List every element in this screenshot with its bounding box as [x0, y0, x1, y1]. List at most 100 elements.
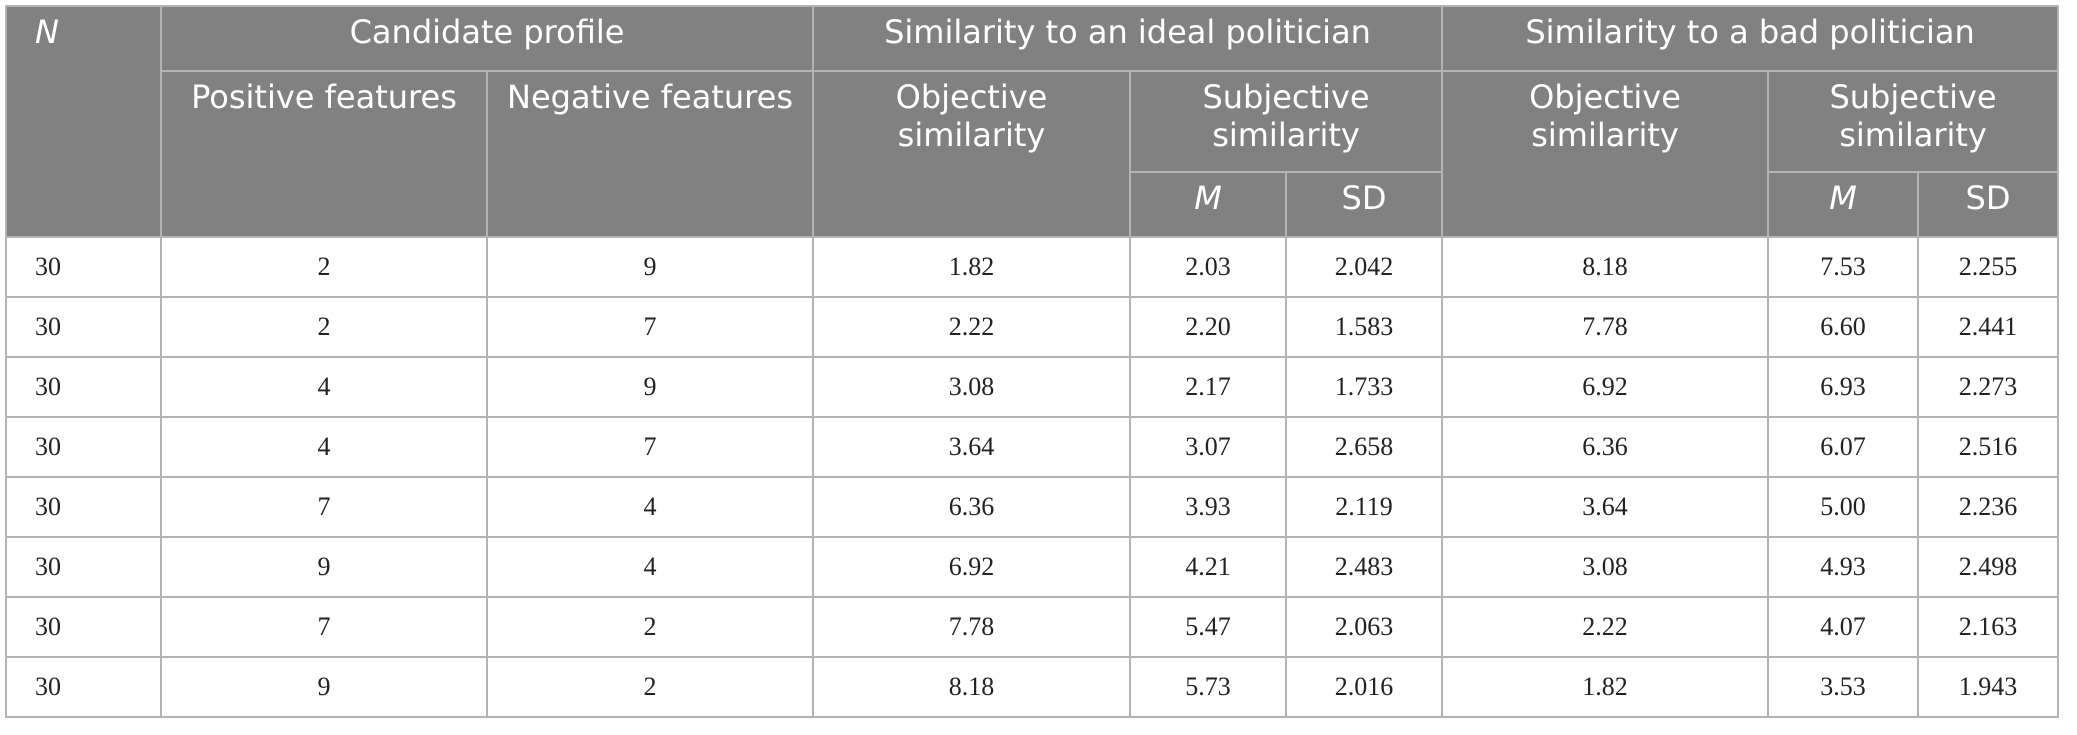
cell-n: 30 — [5, 356, 162, 418]
cell-ideal-objective: 7.78 — [812, 596, 1131, 658]
cell-bad-m: 7.53 — [1767, 236, 1920, 298]
cell-ideal-objective: 3.08 — [812, 356, 1131, 418]
header-ideal-sd: SD — [1284, 171, 1444, 238]
cell-bad-sd: 2.163 — [1917, 596, 2060, 658]
table-row: 30 9 2 8.18 5.73 2.016 1.82 3.53 1.943 — [5, 656, 2060, 718]
header-n: N — [5, 5, 162, 238]
cell-ideal-m: 2.20 — [1129, 296, 1287, 358]
cell-positive-features: 4 — [160, 416, 488, 478]
cell-n: 30 — [5, 596, 162, 658]
header-row-groups: N Candidate profile Similarity to an ide… — [5, 5, 2060, 238]
cell-ideal-sd: 2.063 — [1284, 596, 1444, 658]
header-ideal-objective: Objective similarity — [812, 70, 1131, 238]
cell-bad-sd: 2.516 — [1917, 416, 2060, 478]
similarity-table: N Candidate profile Similarity to an ide… — [5, 5, 2060, 718]
table-body: 30 2 9 1.82 2.03 2.042 8.18 7.53 2.255 30 2 7 2.22 2.… — [5, 236, 2060, 718]
cell-ideal-objective: 6.92 — [812, 536, 1131, 598]
cell-ideal-sd: 2.042 — [1284, 236, 1444, 298]
table-row: 30 4 9 3.08 2.17 1.733 6.92 6.93 2.273 — [5, 356, 2060, 418]
cell-bad-sd: 1.943 — [1917, 656, 2060, 718]
table-row: 30 2 7 2.22 2.20 1.583 7.78 6.60 2.441 — [5, 296, 2060, 358]
cell-n: 30 — [5, 536, 162, 598]
cell-ideal-objective: 6.36 — [812, 476, 1131, 538]
cell-ideal-m: 5.73 — [1129, 656, 1287, 718]
cell-ideal-sd: 2.016 — [1284, 656, 1444, 718]
cell-ideal-objective: 3.64 — [812, 416, 1131, 478]
cell-negative-features: 7 — [486, 416, 814, 478]
cell-n: 30 — [5, 416, 162, 478]
cell-ideal-m: 4.21 — [1129, 536, 1287, 598]
cell-positive-features: 2 — [160, 296, 488, 358]
cell-ideal-m: 5.47 — [1129, 596, 1287, 658]
cell-bad-objective: 1.82 — [1441, 656, 1770, 718]
cell-n: 30 — [5, 476, 162, 538]
cell-positive-features: 2 — [160, 236, 488, 298]
header-bad-objective: Objective similarity — [1441, 70, 1770, 238]
header-bad-subjective: Subjective similarity — [1767, 70, 2060, 173]
cell-n: 30 — [5, 236, 162, 298]
header-positive-features: Positive features — [160, 70, 488, 238]
cell-n: 30 — [5, 296, 162, 358]
cell-bad-objective: 2.22 — [1441, 596, 1770, 658]
cell-negative-features: 4 — [486, 476, 814, 538]
cell-negative-features: 9 — [486, 356, 814, 418]
cell-bad-m: 4.93 — [1767, 536, 1920, 598]
cell-bad-m: 6.07 — [1767, 416, 1920, 478]
cell-negative-features: 2 — [486, 596, 814, 658]
cell-bad-objective: 3.64 — [1441, 476, 1770, 538]
cell-bad-objective: 7.78 — [1441, 296, 1770, 358]
cell-ideal-m: 3.07 — [1129, 416, 1287, 478]
table-row: 30 4 7 3.64 3.07 2.658 6.36 6.07 2.516 — [5, 416, 2060, 478]
cell-bad-m: 5.00 — [1767, 476, 1920, 538]
cell-bad-sd: 2.255 — [1917, 236, 2060, 298]
cell-ideal-m: 2.17 — [1129, 356, 1287, 418]
cell-bad-m: 6.93 — [1767, 356, 1920, 418]
cell-bad-sd: 2.441 — [1917, 296, 2060, 358]
cell-ideal-objective: 8.18 — [812, 656, 1131, 718]
cell-bad-m: 4.07 — [1767, 596, 1920, 658]
header-row-stats: M SD M SD — [6, 171, 2060, 238]
table-header: N Candidate profile Similarity to an ide… — [5, 5, 2060, 238]
table-row: 30 9 4 6.92 4.21 2.483 3.08 4.93 2.498 — [5, 536, 2060, 598]
cell-bad-objective: 8.18 — [1441, 236, 1770, 298]
cell-bad-m: 6.60 — [1767, 296, 1920, 358]
cell-bad-sd: 2.498 — [1917, 536, 2060, 598]
cell-bad-objective: 6.36 — [1441, 416, 1770, 478]
cell-ideal-m: 3.93 — [1129, 476, 1287, 538]
cell-negative-features: 4 — [486, 536, 814, 598]
cell-n: 30 — [5, 656, 162, 718]
cell-ideal-sd: 1.583 — [1284, 296, 1444, 358]
cell-ideal-sd: 2.119 — [1284, 476, 1444, 538]
cell-ideal-objective: 1.82 — [812, 236, 1131, 298]
cell-positive-features: 9 — [160, 656, 488, 718]
cell-positive-features: 4 — [160, 356, 488, 418]
table-row: 30 7 2 7.78 5.47 2.063 2.22 4.07 2.163 — [5, 596, 2060, 658]
cell-bad-m: 3.53 — [1767, 656, 1920, 718]
cell-bad-objective: 3.08 — [1441, 536, 1770, 598]
header-row-subgroups: Positive features Negative features Obje… — [6, 70, 2060, 238]
header-ideal-m: M — [1129, 171, 1287, 238]
cell-positive-features: 7 — [160, 476, 488, 538]
cell-negative-features: 9 — [486, 236, 814, 298]
cell-bad-objective: 6.92 — [1441, 356, 1770, 418]
cell-negative-features: 2 — [486, 656, 814, 718]
header-bad-politician: Similarity to a bad politician — [1441, 5, 2060, 72]
cell-ideal-objective: 2.22 — [812, 296, 1131, 358]
cell-ideal-sd: 1.733 — [1284, 356, 1444, 418]
header-ideal-subjective: Subjective similarity — [1128, 70, 1444, 173]
cell-ideal-m: 2.03 — [1129, 236, 1287, 298]
header-bad-sd: SD — [1917, 171, 2060, 238]
cell-ideal-sd: 2.483 — [1284, 536, 1444, 598]
header-ideal-politician: Similarity to an ideal politician — [811, 5, 1444, 72]
cell-negative-features: 7 — [486, 296, 814, 358]
header-negative-features: Negative features — [486, 70, 814, 238]
cell-positive-features: 9 — [160, 536, 488, 598]
table-row: 30 7 4 6.36 3.93 2.119 3.64 5.00 2.236 — [5, 476, 2060, 538]
table-row: 30 2 9 1.82 2.03 2.042 8.18 7.53 2.255 — [5, 236, 2060, 298]
cell-ideal-sd: 2.658 — [1284, 416, 1444, 478]
cell-bad-sd: 2.236 — [1917, 476, 2060, 538]
cell-bad-sd: 2.273 — [1917, 356, 2060, 418]
header-bad-m: M — [1767, 171, 1920, 238]
header-candidate-profile: Candidate profile — [160, 5, 814, 72]
cell-positive-features: 7 — [160, 596, 488, 658]
